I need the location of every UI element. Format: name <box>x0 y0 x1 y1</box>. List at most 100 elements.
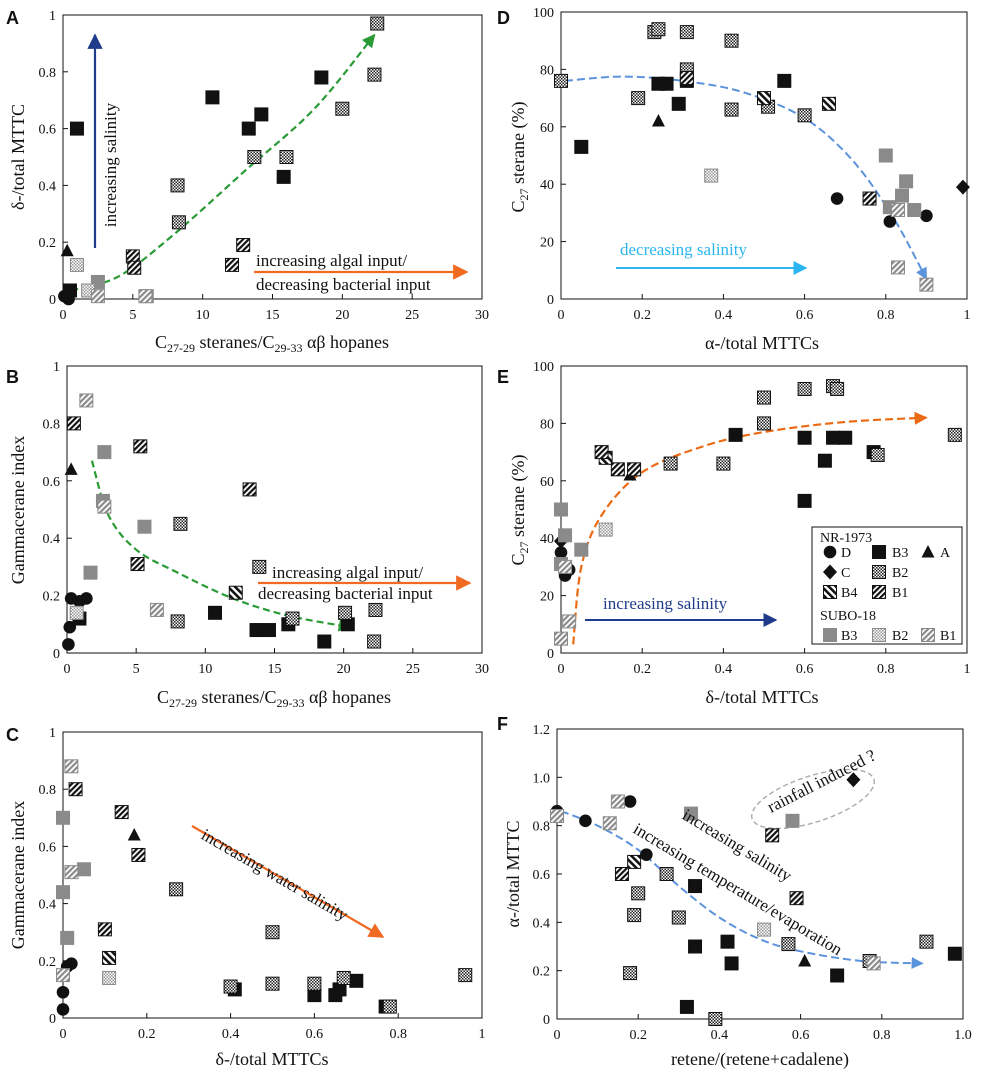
data-point-b4-23 <box>102 950 117 965</box>
data-point-b3-6 <box>205 90 220 105</box>
data-point-s-b3-28 <box>574 542 589 557</box>
legend-group-subo18: SUBO-18 <box>820 609 876 624</box>
legend-symbol-b4 <box>823 585 837 599</box>
data-point-s-b3-25 <box>56 885 70 900</box>
data-point-s-b1-27 <box>138 289 153 304</box>
data-point-s-b3-28 <box>137 519 152 534</box>
data-point-b3-6 <box>797 493 812 508</box>
data-point-b1-19 <box>68 782 83 797</box>
data-point-d-2 <box>920 209 933 223</box>
data-point-b3-10 <box>724 956 739 971</box>
x-tick-label: 30 <box>475 308 489 323</box>
data-point-b1-24 <box>627 462 642 477</box>
data-point-s-b1-31 <box>562 614 577 629</box>
x-tick-label: 25 <box>405 308 419 323</box>
y-tick-label: 0.2 <box>43 590 61 605</box>
data-point-b3-7 <box>659 76 674 91</box>
legend-symbol-s-b3 <box>823 628 837 642</box>
data-point-b2-15 <box>335 101 350 116</box>
y-axis-label: Gammacerane index <box>8 801 28 949</box>
data-point-s-b3-27 <box>895 188 910 203</box>
data-point-b3-9 <box>838 430 853 445</box>
axis-ticks: 0 0.2 0.4 0.6 0.8 1 0 20 40 60 80 100 <box>533 360 971 677</box>
data-point-b2-14 <box>279 150 294 164</box>
data-point-b3-5 <box>62 283 77 298</box>
legend-symbol-b2 <box>872 565 886 579</box>
x-tick-label: 0 <box>60 1027 67 1042</box>
y-tick-label: 0.8 <box>43 417 61 432</box>
data-point-s-b2-28 <box>102 970 117 985</box>
y-tick-label: 0.2 <box>533 965 551 980</box>
x-tick-label: 0.8 <box>877 308 895 323</box>
legend-label-b4: B4 <box>841 586 857 601</box>
data-point-b4-22 <box>821 96 836 111</box>
axis-ticks: 0 5 10 15 20 25 30 0 0.2 0.4 0.6 0.8 1 <box>39 9 490 323</box>
legend-symbol-d <box>823 545 837 559</box>
data-point-s-b1-32 <box>866 956 881 971</box>
x-tick-label: 5 <box>133 662 140 677</box>
data-point-b1-20 <box>66 416 81 431</box>
legend: NR-1973 D B3 A C B2 B4 B1 SUBO-18 B3 B2 … <box>811 526 963 645</box>
plot-frame <box>560 11 968 300</box>
data-point-b2-16 <box>338 605 353 620</box>
data-point-b3-11 <box>830 968 845 983</box>
data-point-b2-17 <box>370 16 385 31</box>
data-point-b3-12 <box>947 946 962 961</box>
x-tick-label: 1 <box>964 308 971 323</box>
data-point-b1-24 <box>765 828 780 843</box>
data-point-b4-22 <box>627 854 642 869</box>
y-tick-label: 0.4 <box>39 179 57 194</box>
y-tick-label: 1 <box>49 726 56 741</box>
data-point-d-0 <box>62 638 75 651</box>
axis-ticks: 0 0.2 0.4 0.6 0.8 1.0 0 0.2 0.4 0.6 0.8 1.0 1.2 <box>533 723 972 1043</box>
data-point-b2-18 <box>367 634 382 649</box>
data-point-d-0 <box>554 546 568 559</box>
y-tick-label: 40 <box>540 178 554 193</box>
data-point-s-b2-29 <box>69 605 84 620</box>
x-tick-label: 0.2 <box>633 662 651 677</box>
y-tick-label: 40 <box>540 532 554 547</box>
data-point-b2-13 <box>716 456 731 471</box>
x-tick-label: 0.6 <box>306 1027 324 1042</box>
data-point-b1-23 <box>242 482 257 497</box>
y-tick-label: 100 <box>533 6 554 21</box>
y-tick-label: 0 <box>49 293 56 308</box>
data-point-b2-11 <box>554 73 568 88</box>
data-point-s-b2-30 <box>704 168 719 183</box>
data-point-s-b1-31 <box>890 260 905 275</box>
data-point-d-0 <box>56 1003 70 1016</box>
x-tick-label: 0.4 <box>715 662 733 677</box>
data-point-s-b1-33 <box>890 203 905 218</box>
data-point-b2-15 <box>757 390 771 405</box>
legend-label-subo-b3: B3 <box>841 629 857 644</box>
y-axis-label: C27 sterane (%) <box>508 102 531 213</box>
legend-symbol-b3 <box>872 545 886 559</box>
data-point-b2-16 <box>797 381 812 396</box>
data-point-c-4 <box>846 772 861 788</box>
data-point-b2-13 <box>173 516 188 531</box>
data-point-b3-8 <box>249 623 264 638</box>
y-tick-label: 0 <box>53 647 60 662</box>
data-point-b3-7 <box>817 453 832 468</box>
data-point-s-b3-29 <box>907 203 922 218</box>
data-points <box>56 759 473 1016</box>
legend-symbol-c <box>823 564 837 580</box>
annotation-bacterial-input: decreasing bacterial input <box>258 584 433 603</box>
data-point-b2-11 <box>169 882 184 897</box>
data-point-b3-9 <box>720 934 735 949</box>
panel-label-e: E <box>497 367 509 387</box>
x-tick-label: 0.6 <box>796 662 814 677</box>
y-tick-label: 0.8 <box>533 820 551 835</box>
y-axis-label: δ-/total MTTC <box>8 104 28 210</box>
data-point-s-b1-31 <box>97 499 112 514</box>
x-axis-label: δ-/total MTTCs <box>706 687 819 707</box>
data-point-b1-21 <box>131 847 146 862</box>
trend-line <box>71 33 376 292</box>
data-point-s-b3-26 <box>60 930 75 945</box>
data-point-b3-8 <box>688 879 703 894</box>
data-point-b2-12 <box>223 979 238 994</box>
data-point-b2-16 <box>367 67 382 82</box>
data-point-b3-9 <box>276 169 291 184</box>
annotation-rainfall: rainfall induced ? <box>764 746 879 817</box>
